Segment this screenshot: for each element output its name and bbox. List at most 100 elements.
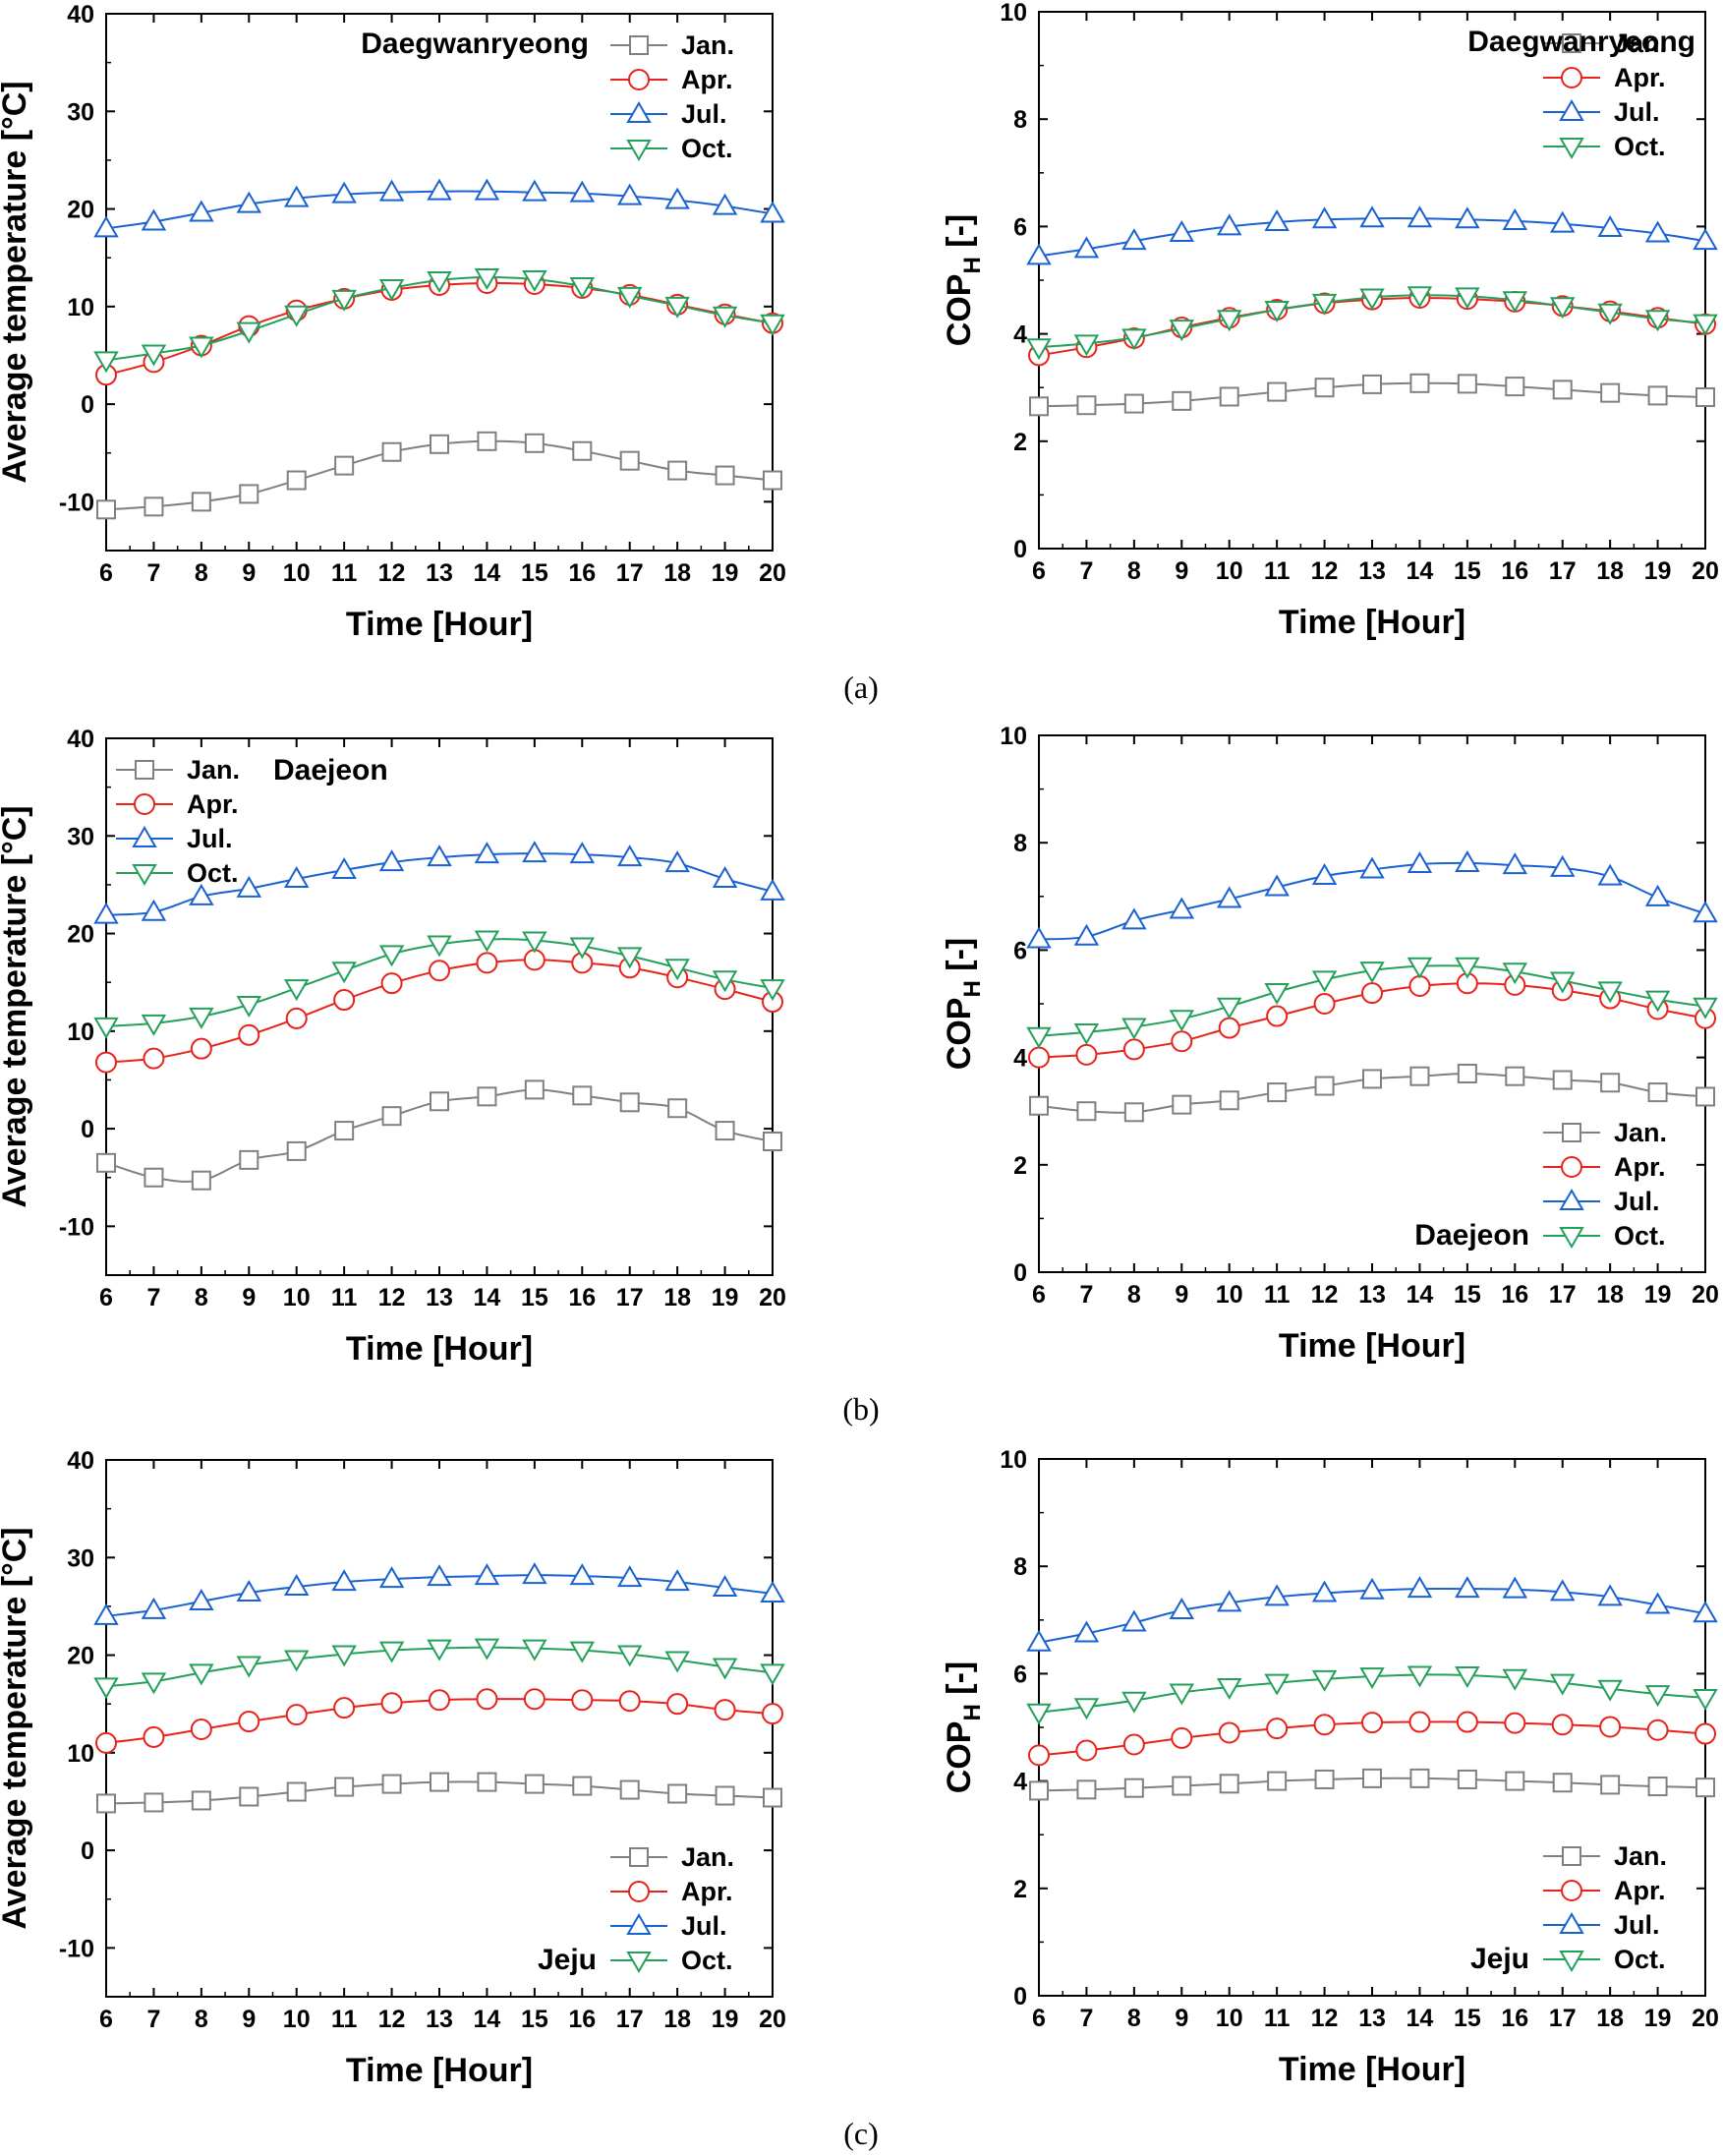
legend-marker (626, 1913, 652, 1935)
y-tick-label: 8 (1013, 1553, 1027, 1581)
data-point (1549, 210, 1576, 233)
legend-item: Oct. (610, 1946, 733, 1975)
data-point (1121, 907, 1147, 930)
data-point (1026, 243, 1052, 265)
data-point (239, 484, 259, 504)
data-point (616, 845, 643, 867)
x-tick-label: 17 (1549, 2005, 1577, 2032)
y-tick-label: 0 (81, 1837, 94, 1865)
data-point (381, 1774, 402, 1794)
data-point (1597, 215, 1623, 238)
data-point (477, 431, 497, 451)
x-tick-label: 19 (712, 1284, 739, 1311)
data-point (380, 1692, 403, 1715)
x-tick-label: 13 (1358, 1281, 1386, 1309)
data-point (331, 1569, 357, 1592)
x-tick-label: 13 (1358, 557, 1386, 585)
legend-marker (1559, 99, 1584, 121)
data-point (238, 1711, 260, 1733)
data-point (283, 1574, 310, 1597)
y-axis-label-subscript: H (959, 257, 986, 273)
data-point (1457, 374, 1477, 394)
x-tick-label: 7 (146, 2006, 160, 2033)
data-point (712, 1658, 738, 1680)
y-tick-label: 30 (67, 98, 94, 126)
data-point (1267, 1771, 1288, 1791)
x-tick-label: 12 (378, 1284, 406, 1311)
data-point (1121, 1018, 1147, 1040)
data-point (1408, 1711, 1431, 1733)
data-point (524, 433, 545, 453)
x-tick-label: 13 (1358, 2005, 1386, 2032)
data-point (1311, 293, 1338, 316)
data-point (96, 499, 116, 520)
station-label: Daegwanryeong (361, 28, 589, 60)
legend-label: Apr. (1614, 1876, 1666, 1905)
data-point (712, 1575, 738, 1598)
x-tick-label: 16 (568, 2006, 596, 2033)
data-point (667, 1098, 688, 1119)
data-point (1407, 851, 1433, 874)
data-point (283, 1650, 310, 1672)
data-point (1647, 385, 1668, 406)
legend-item: Jul. (610, 1911, 727, 1941)
data-point (1502, 1668, 1528, 1691)
data-point (1362, 1069, 1382, 1089)
data-point (712, 306, 738, 328)
data-point (430, 434, 449, 454)
data-point (474, 1563, 500, 1586)
series-jul (1026, 1576, 1718, 1652)
data-point (378, 1641, 405, 1663)
x-tick-label: 12 (1311, 2005, 1339, 2032)
data-point (616, 1565, 643, 1588)
legend-item: Apr. (1543, 1876, 1666, 1905)
data-point (334, 1777, 355, 1797)
x-tick-label: 18 (663, 1284, 691, 1311)
data-point (331, 961, 357, 984)
data-point (1029, 396, 1049, 417)
data-point (1359, 1667, 1385, 1690)
y-tick-label: 8 (1013, 106, 1027, 134)
data-point (1693, 901, 1718, 923)
data-point (569, 1563, 596, 1586)
legend-marker (1561, 1156, 1582, 1178)
data-point (1359, 205, 1385, 228)
y-axis-label: Average temperature [°C] (0, 1527, 33, 1929)
data-point (715, 1785, 735, 1806)
data-point (760, 314, 785, 336)
legend-marker (629, 1847, 649, 1867)
legend-item: Jul. (610, 99, 727, 129)
data-point (1549, 854, 1576, 877)
x-axis-label: Time [Hour] (1279, 604, 1465, 641)
data-point (141, 1014, 167, 1036)
data-point (286, 470, 307, 491)
data-point (191, 1170, 211, 1191)
data-point (1172, 390, 1192, 411)
y-axis-label-main: COP (941, 1721, 978, 1794)
data-point (189, 1588, 214, 1610)
data-point (522, 270, 547, 293)
data-point (1362, 374, 1382, 394)
legend-item: Jan. (1543, 29, 1667, 58)
data-point (474, 178, 500, 201)
data-point (571, 1689, 594, 1712)
x-tick-label: 17 (616, 2006, 644, 2033)
legend-label: Jul. (187, 824, 233, 853)
x-tick-label: 10 (283, 1284, 311, 1311)
x-tick-label: 16 (1501, 2005, 1528, 2032)
data-point (1505, 1066, 1525, 1086)
station-label: Daejeon (273, 754, 388, 787)
data-point (1218, 1017, 1240, 1039)
data-point (1505, 377, 1525, 397)
legend: Jan. Apr. Jul. Oct. (610, 1842, 734, 1975)
x-tick-label: 9 (242, 1284, 256, 1311)
data-point (763, 1131, 782, 1151)
legend-item: Oct. (1543, 1945, 1666, 1974)
legend-label: Jul. (681, 1911, 727, 1941)
data-point (189, 336, 214, 359)
series-jan (96, 1079, 782, 1191)
x-tick-label: 7 (146, 1284, 160, 1311)
legend-label: Apr. (681, 65, 733, 94)
legend-label: Jul. (1614, 1187, 1660, 1216)
data-point (236, 1656, 262, 1678)
